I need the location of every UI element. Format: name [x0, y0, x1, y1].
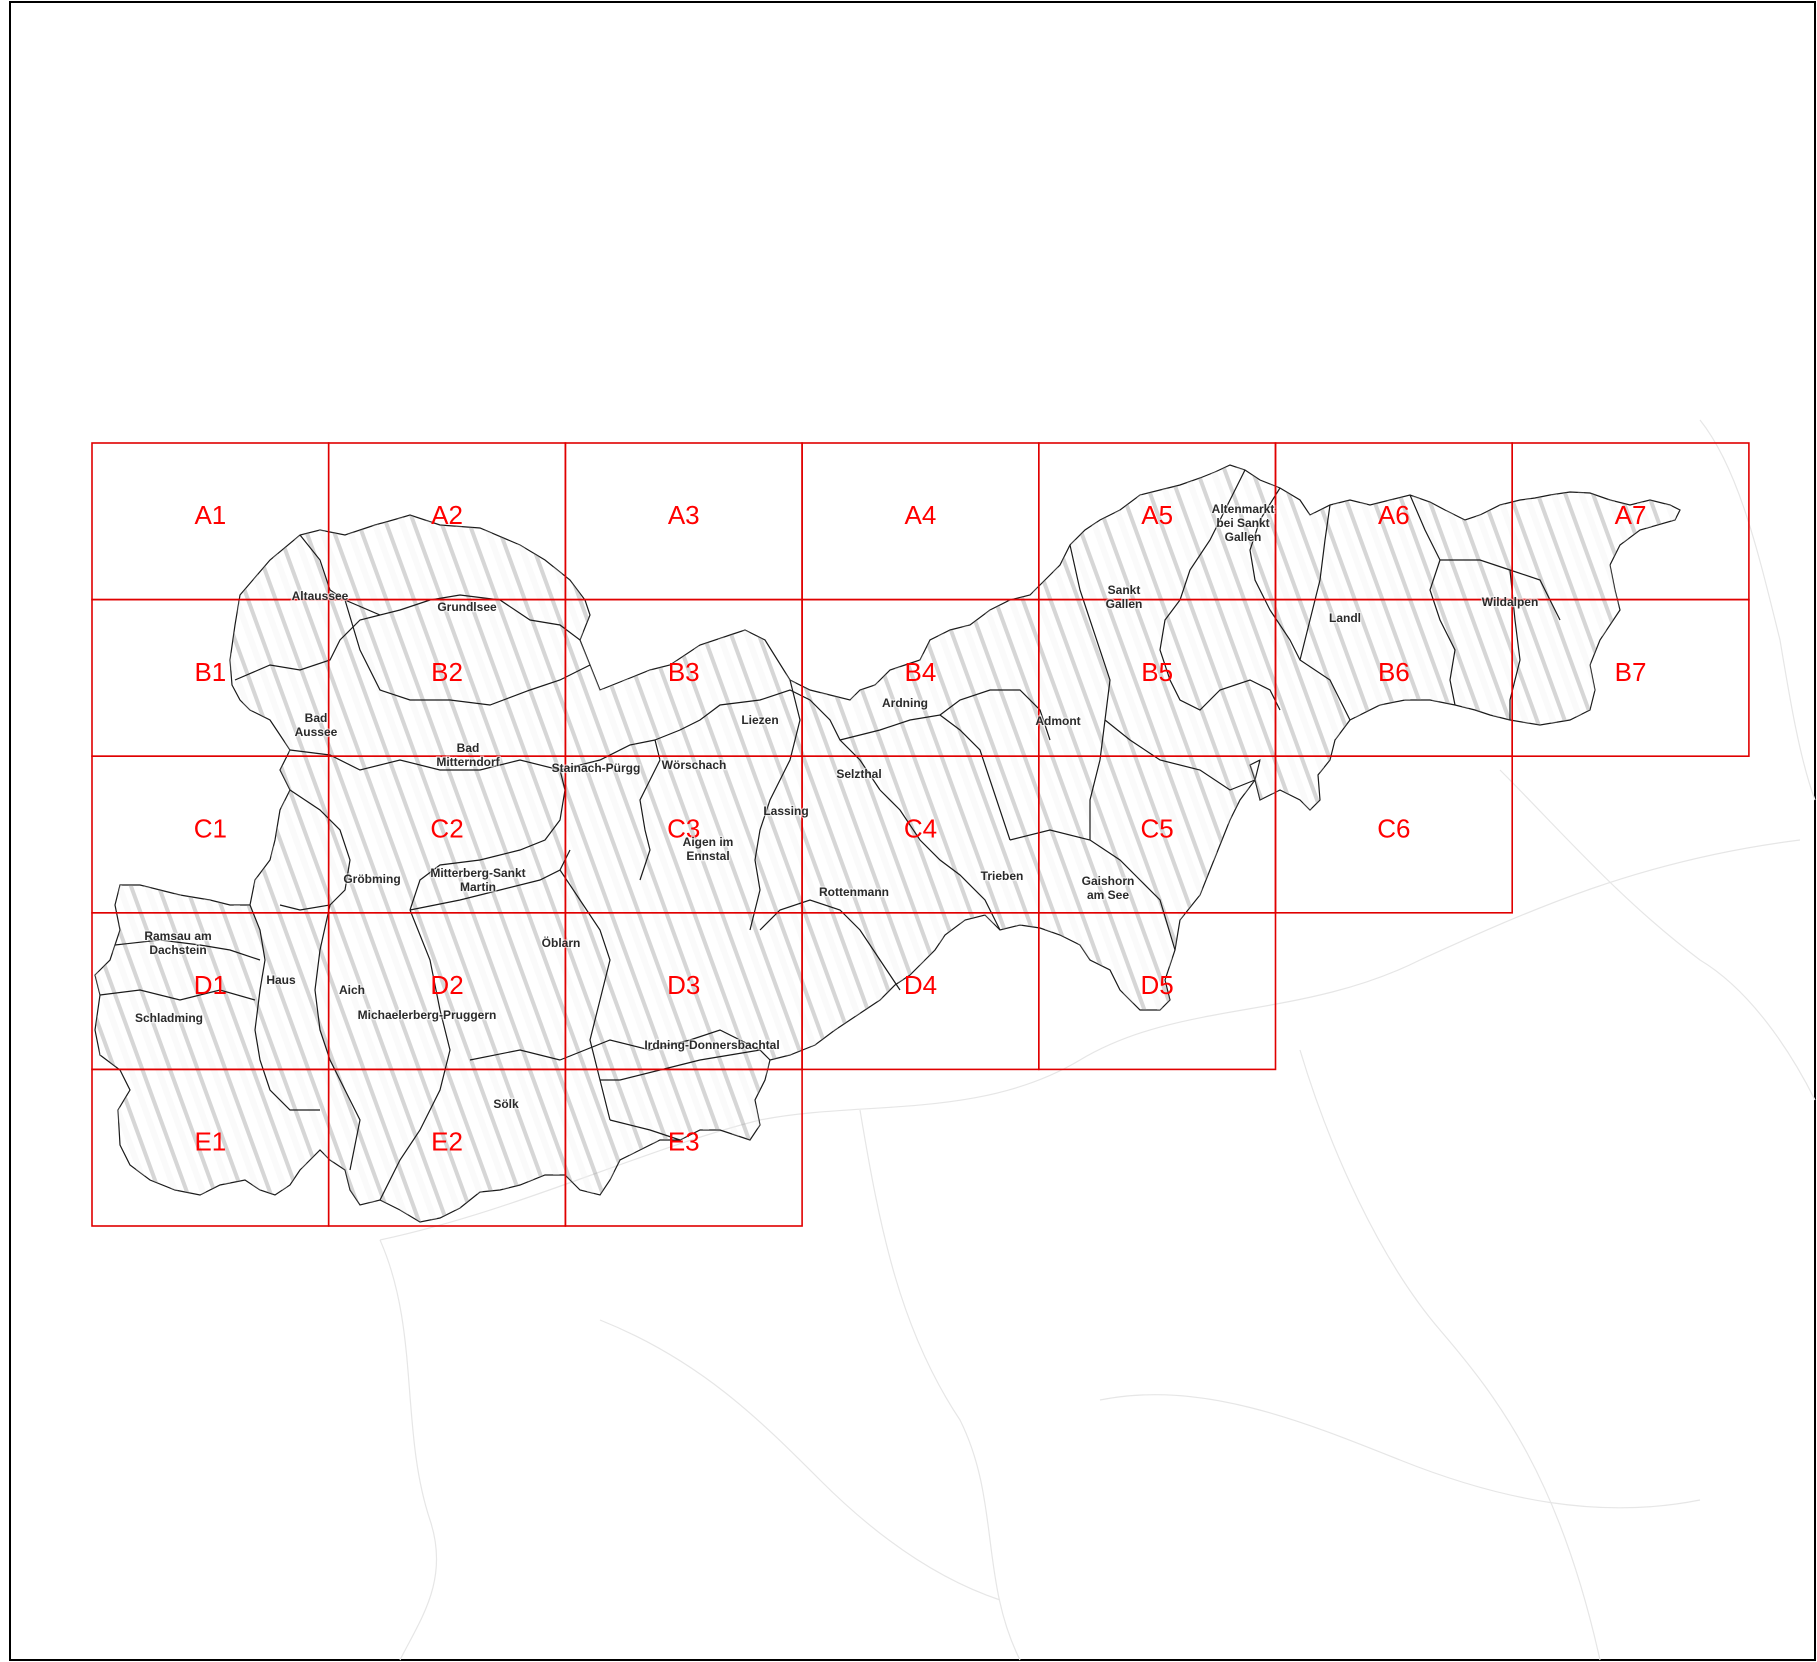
municipality-label-s-lk[interactable]: Sölk	[492, 1096, 520, 1113]
grid-label-c4: C4	[904, 813, 937, 843]
municipality-label-trieben[interactable]: Trieben	[979, 868, 1024, 885]
grid-label-a6: A6	[1378, 500, 1410, 530]
grid-label-d5: D5	[1141, 970, 1174, 1000]
municipality-label-sankt-gallen[interactable]: Sankt Gallen	[1104, 582, 1143, 613]
grid-cell-e3[interactable]	[564, 1068, 803, 1227]
grid-label-a1: A1	[194, 500, 226, 530]
grid-overlay: A1 A2 A3 A4 A5 A6 A7 B1 B2 B3 B4 B5 B6 B7 C1 C2 C3 C4 C5 C6…	[91, 442, 1750, 1227]
municipality-labels: Altaussee Grundlsee Bad Aussee Bad Mitterndor…	[134, 501, 1540, 1113]
grid-label-d4: D4	[904, 970, 937, 1000]
municipality-label-w-rschach[interactable]: Wörschach	[660, 757, 727, 774]
grid-cell-b7[interactable]	[1511, 598, 1750, 757]
grid-label-a2: A2	[431, 500, 463, 530]
municipality-boundaries	[99, 469, 1561, 1201]
municipality-label-bad-mitterndorf[interactable]: Bad Mitterndorf	[435, 740, 502, 771]
municipality-label-gaishorn-am-see[interactable]: Gaishorn am See	[1080, 873, 1135, 904]
grid-label-b3: B3	[668, 657, 700, 687]
municipality-label-landl[interactable]: Landl	[1328, 610, 1363, 627]
municipality-label-liezen[interactable]: Liezen	[740, 712, 780, 729]
municipality-label-grundlsee[interactable]: Grundlsee	[436, 599, 498, 616]
grid-label-e1: E1	[194, 1127, 226, 1157]
grid-label-b2: B2	[431, 657, 463, 687]
grid-cell-c6[interactable]	[1274, 755, 1513, 914]
municipality-label-admont[interactable]: Admont	[1034, 713, 1082, 730]
municipality-label-altaussee[interactable]: Altaussee	[290, 588, 350, 605]
municipality-label-irdning-donnersbachtal[interactable]: Irdning-Donnersbachtal	[643, 1037, 781, 1054]
municipality-label-aich[interactable]: Aich	[338, 982, 367, 999]
grid-label-e2: E2	[431, 1127, 463, 1157]
municipality-label-wildalpen[interactable]: Wildalpen	[1480, 594, 1539, 611]
municipality-label-mitterberg-sankt-martin[interactable]: Mitterberg-Sankt Martin	[429, 865, 527, 896]
grid-label-c5: C5	[1141, 813, 1174, 843]
municipality-label-stainach-p-rgg[interactable]: Stainach-Pürgg	[550, 760, 641, 777]
grid-label-b4: B4	[905, 657, 937, 687]
municipality-label-schladming[interactable]: Schladming	[134, 1010, 205, 1027]
municipality-label-ardning[interactable]: Ardning	[881, 695, 930, 712]
grid-cell-d5[interactable]	[1038, 911, 1277, 1071]
grid-label-c1: C1	[194, 813, 227, 843]
grid-label-b5: B5	[1141, 657, 1173, 687]
grid-label-c3: C3	[667, 813, 700, 843]
municipality-label--blarn[interactable]: Öblarn	[540, 934, 581, 952]
municipality-label-haus[interactable]: Haus	[265, 972, 297, 989]
grid-label-b6: B6	[1378, 657, 1410, 687]
grid-label-a3: A3	[668, 500, 700, 530]
grid-label-d2: D2	[430, 970, 463, 1000]
grid-label-a7: A7	[1615, 500, 1647, 530]
municipality-label-altenmarkt-bei-sankt-gallen[interactable]: Altenmarkt bei Sankt Gallen	[1210, 501, 1275, 546]
municipality-label-michaelerberg-pruggern[interactable]: Michaelerberg-Pruggern	[356, 1007, 497, 1024]
municipality-label-bad-aussee[interactable]: Bad Aussee	[293, 710, 339, 741]
municipality-label-gr-bming[interactable]: Gröbming	[342, 871, 402, 888]
grid-label-e3: E3	[668, 1127, 700, 1157]
district-relief	[94, 464, 1681, 1223]
municipality-label-lassing[interactable]: Lassing	[762, 803, 810, 820]
grid-label-a4: A4	[905, 500, 937, 530]
grid-label-a5: A5	[1141, 500, 1173, 530]
municipality-label-ramsau-am-dachstein[interactable]: Ramsau am Dachstein	[143, 928, 213, 959]
grid-label-b1: B1	[194, 657, 226, 687]
grid-label-d3: D3	[667, 970, 700, 1000]
municipality-label-rottenmann[interactable]: Rottenmann	[818, 884, 891, 901]
grid-label-b7: B7	[1615, 657, 1647, 687]
grid-label-c2: C2	[430, 813, 463, 843]
municipality-label-selzthal[interactable]: Selzthal	[835, 766, 883, 783]
grid-label-c6: C6	[1377, 813, 1410, 843]
municipality-label-aigen-im-ennstal[interactable]: Aigen im Ennstal	[681, 834, 734, 865]
background-boundaries	[379, 419, 1816, 1661]
grid-label-d1: D1	[194, 970, 227, 1000]
